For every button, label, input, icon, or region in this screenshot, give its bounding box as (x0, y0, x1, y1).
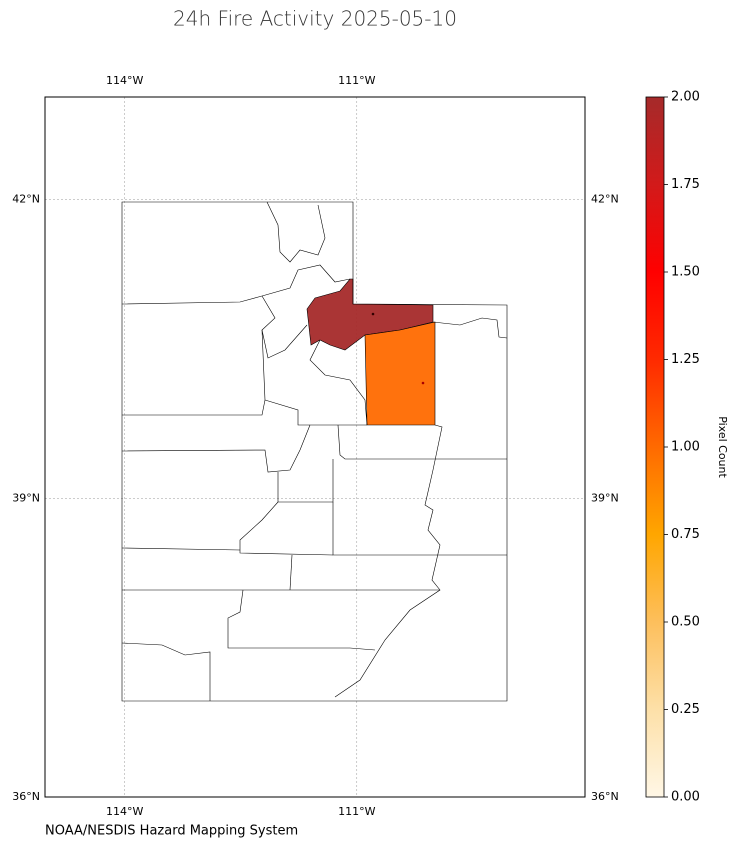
county-borders (121, 201, 508, 702)
lat-tick-label: 36°N (12, 790, 40, 803)
title: 24h Fire Activity 2025-05-10 (173, 7, 457, 31)
lon-tick-label: 111°W (338, 805, 375, 818)
lat-tick-label: 39°N (591, 491, 619, 504)
lon-tick-label: 111°W (338, 74, 375, 87)
map-frame (44, 96, 586, 798)
lat-tick-label: 42°N (591, 193, 619, 206)
credit: NOAA/NESDIS Hazard Mapping System (45, 824, 298, 839)
colorbar-tick-label: 0.25 (671, 702, 700, 717)
colorbar-tick-label: 1.50 (671, 265, 700, 280)
colorbar-tick-label: 0.00 (671, 790, 700, 805)
colorbar (645, 96, 665, 798)
lat-tick-label: 39°N (12, 491, 40, 504)
lon-tick-label: 114°W (106, 74, 143, 87)
colorbar-tick-label: 2.00 (671, 90, 700, 105)
county-highlight (364, 321, 436, 426)
fire-point (421, 381, 425, 385)
colorbar-label: Pixel Count (716, 416, 729, 478)
lon-tick-label: 114°W (106, 805, 143, 818)
colorbar-tick-label: 1.00 (671, 440, 700, 455)
colorbar-tick-label: 1.25 (671, 352, 700, 367)
fire-point (371, 312, 375, 316)
lat-tick-label: 36°N (591, 790, 619, 803)
lat-tick-label: 42°N (12, 193, 40, 206)
colorbar-tick-label: 1.75 (671, 177, 700, 192)
colorbar-tick-label: 0.75 (671, 527, 700, 542)
colorbar-tick-label: 0.50 (671, 615, 700, 630)
